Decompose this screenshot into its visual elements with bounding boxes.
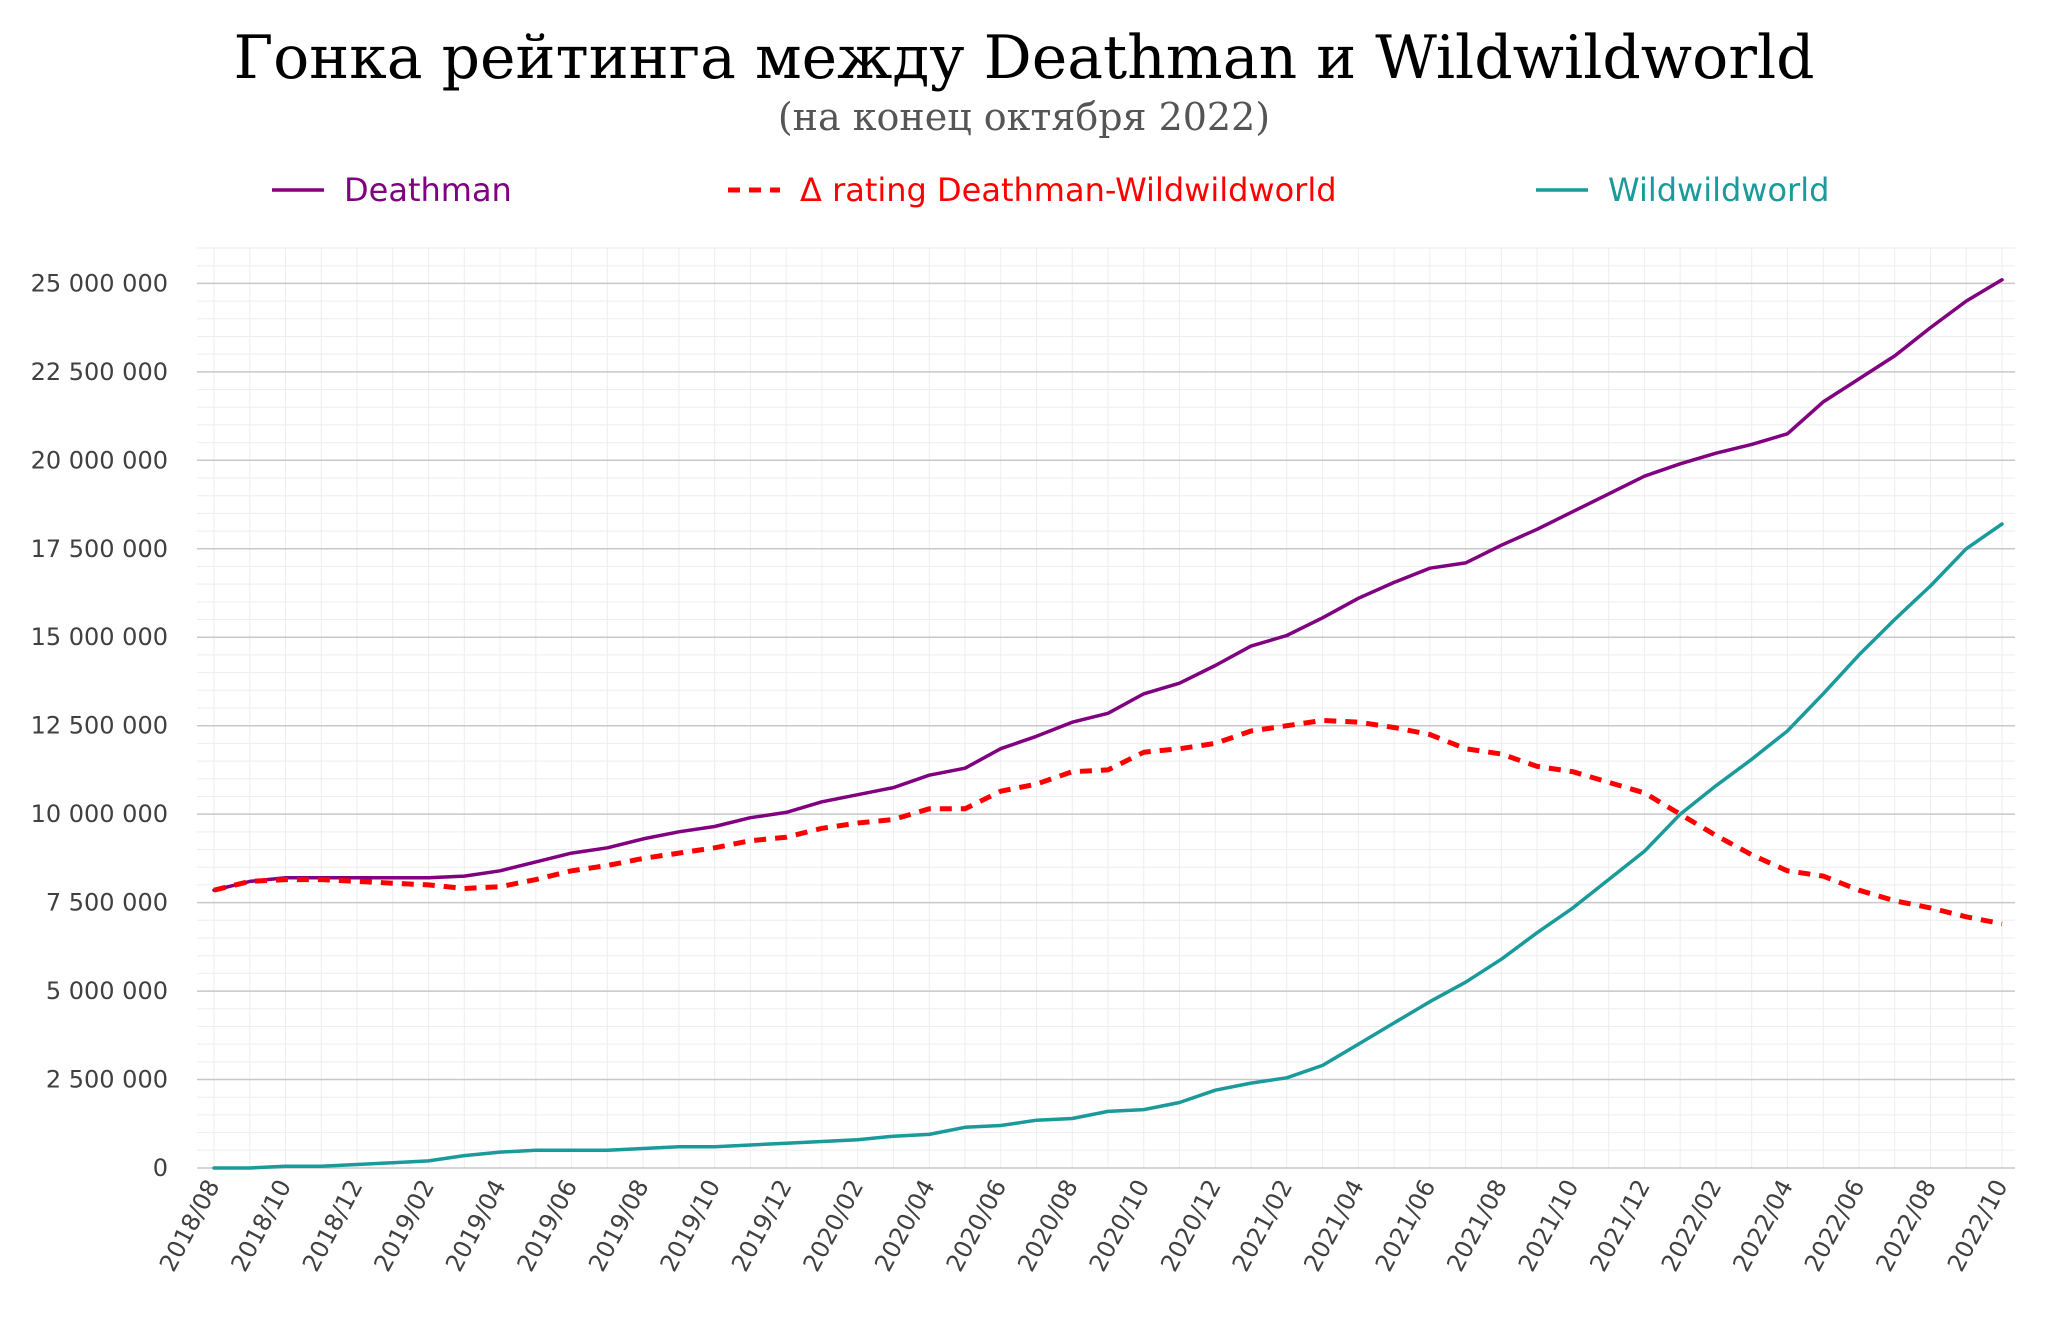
x-tick-label: 2021/10 [1513, 1175, 1585, 1276]
chart-subtitle: (на конец октября 2022) [778, 95, 1270, 139]
y-tick-label: 5 000 000 [46, 977, 168, 1005]
y-tick-label: 22 500 000 [31, 358, 168, 386]
legend-label-3: Wildwildworld [1608, 171, 1829, 209]
y-tick-label: 17 500 000 [31, 535, 168, 563]
y-tick-label: 2 500 000 [46, 1066, 168, 1094]
y-tick-label: 20 000 000 [31, 446, 168, 474]
x-tick-label: 2021/02 [1227, 1175, 1299, 1276]
x-tick-label: 2021/04 [1298, 1175, 1370, 1276]
x-tick-label: 2018/10 [225, 1175, 297, 1276]
x-tick-label: 2020/06 [941, 1175, 1013, 1276]
x-tick-label: 2020/02 [798, 1175, 870, 1276]
x-tick-label: 2022/06 [1799, 1175, 1871, 1276]
x-axis: 2018/08 2018/10 2018/12 2019/02 2019/04 2019/… [154, 1175, 2014, 1276]
x-tick-label: 2019/02 [369, 1175, 441, 1276]
y-axis: 0 2 500 000 5 000 000 7 500 000 10 000 000 12… [31, 269, 168, 1182]
legend: Deathman Δ rating Deathman-Wildwildworld W… [272, 171, 1829, 209]
x-tick-label: 2022/10 [1942, 1175, 2014, 1276]
major-gridlines [197, 282, 2015, 1169]
x-tick-label: 2018/12 [297, 1175, 369, 1276]
y-tick-label: 15 000 000 [31, 623, 168, 651]
series-layer [212, 278, 2004, 1170]
series-line-3 [212, 522, 2004, 1170]
x-tick-label: 2020/08 [1012, 1175, 1084, 1276]
y-tick-label: 12 500 000 [31, 712, 168, 740]
x-tick-label: 2021/08 [1441, 1175, 1513, 1276]
y-tick-label: 25 000 000 [31, 269, 168, 297]
legend-label-1: Deathman [344, 171, 512, 209]
legend-label-2: Δ rating Deathman-Wildwildworld [800, 171, 1337, 209]
minor-gridlines [197, 247, 2015, 1168]
y-tick-label: 0 [153, 1154, 168, 1182]
x-tick-label: 2021/12 [1584, 1175, 1656, 1276]
x-tick-label: 2019/10 [655, 1175, 727, 1276]
x-tick-label: 2021/06 [1370, 1175, 1442, 1276]
x-tick-label: 2019/12 [726, 1175, 798, 1276]
series-line-1 [212, 278, 2004, 892]
x-tick-label: 2018/08 [154, 1175, 226, 1276]
x-tick-label: 2019/08 [583, 1175, 655, 1276]
x-tick-label: 2020/12 [1155, 1175, 1227, 1276]
x-tick-label: 2019/04 [440, 1175, 512, 1276]
y-tick-label: 7 500 000 [46, 889, 168, 917]
chart-title: Гонка рейтинга между Deathman и Wildwild… [233, 23, 1814, 93]
x-tick-label: 2022/04 [1727, 1175, 1799, 1276]
x-tick-label: 2020/04 [869, 1175, 941, 1276]
x-tick-label: 2019/06 [512, 1175, 584, 1276]
x-tick-label: 2022/08 [1870, 1175, 1942, 1276]
x-tick-label: 2020/10 [1084, 1175, 1156, 1276]
series-line-2 [213, 717, 2003, 927]
y-tick-label: 10 000 000 [31, 800, 168, 828]
x-tick-label: 2022/02 [1656, 1175, 1728, 1276]
